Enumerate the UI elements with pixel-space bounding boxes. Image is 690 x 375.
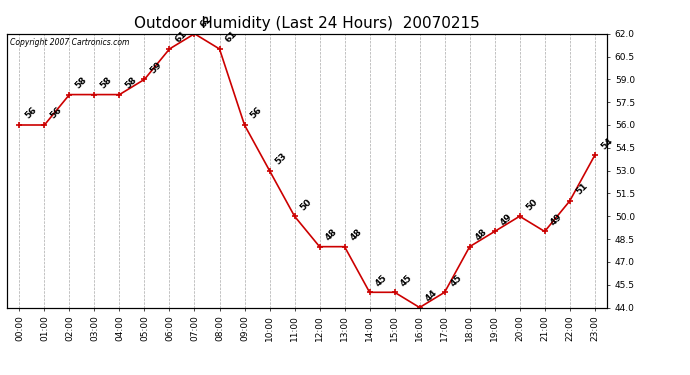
Text: 58: 58 <box>99 75 114 90</box>
Text: 48: 48 <box>474 227 489 243</box>
Text: 61: 61 <box>174 30 189 45</box>
Text: 61: 61 <box>224 30 239 45</box>
Text: 62: 62 <box>199 14 214 30</box>
Title: Outdoor Humidity (Last 24 Hours)  20070215: Outdoor Humidity (Last 24 Hours) 2007021… <box>134 16 480 31</box>
Text: 45: 45 <box>399 273 414 288</box>
Text: 51: 51 <box>574 182 589 197</box>
Text: 56: 56 <box>23 106 39 121</box>
Text: Copyright 2007 Cartronics.com: Copyright 2007 Cartronics.com <box>10 38 129 47</box>
Text: 50: 50 <box>524 197 539 212</box>
Text: 58: 58 <box>124 75 139 90</box>
Text: 48: 48 <box>348 227 364 243</box>
Text: 50: 50 <box>299 197 314 212</box>
Text: 49: 49 <box>549 212 564 227</box>
Text: 44: 44 <box>424 288 439 303</box>
Text: 56: 56 <box>48 106 63 121</box>
Text: 48: 48 <box>324 227 339 243</box>
Text: 56: 56 <box>248 106 264 121</box>
Text: 59: 59 <box>148 60 164 75</box>
Text: 53: 53 <box>274 151 289 166</box>
Text: 58: 58 <box>74 75 89 90</box>
Text: 54: 54 <box>599 136 614 151</box>
Text: 45: 45 <box>374 273 389 288</box>
Text: 49: 49 <box>499 212 514 227</box>
Text: 45: 45 <box>448 273 464 288</box>
